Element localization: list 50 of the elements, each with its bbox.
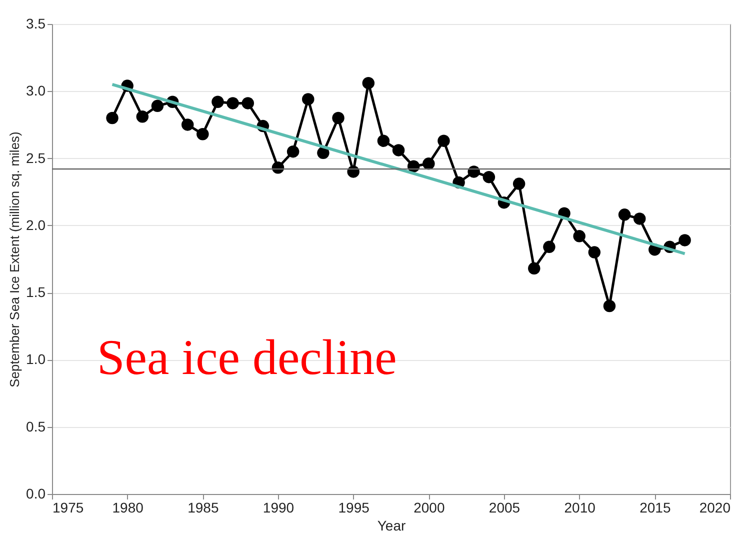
y-tick-label: 3.5 bbox=[26, 16, 46, 32]
x-tick-label: 2015 bbox=[640, 500, 671, 516]
point bbox=[136, 110, 149, 123]
x-axis-title: Year bbox=[377, 518, 406, 534]
point bbox=[528, 262, 540, 275]
point bbox=[302, 93, 314, 106]
y-tick-label: 2.5 bbox=[26, 150, 46, 166]
point bbox=[332, 112, 344, 124]
point bbox=[347, 166, 360, 178]
point bbox=[438, 134, 450, 147]
y-tick-label: 3.0 bbox=[26, 82, 46, 99]
point bbox=[151, 100, 164, 112]
x-tick-label: 1990 bbox=[262, 500, 294, 516]
point bbox=[633, 212, 646, 225]
point bbox=[377, 134, 390, 147]
y-tick-label: 1.0 bbox=[26, 351, 46, 368]
point bbox=[573, 230, 586, 242]
point bbox=[392, 144, 405, 156]
x-tick-label: 2020 bbox=[699, 500, 731, 516]
point bbox=[226, 97, 239, 110]
point bbox=[212, 96, 224, 108]
point bbox=[362, 76, 375, 90]
x-tick-label: 1985 bbox=[188, 500, 219, 516]
y-tick-label: 2.0 bbox=[26, 216, 46, 233]
point bbox=[468, 166, 480, 178]
y-tick-label: 0.5 bbox=[26, 418, 46, 434]
annotation: Sea ice decline bbox=[97, 329, 397, 385]
point bbox=[422, 158, 435, 170]
point bbox=[196, 128, 209, 140]
point bbox=[242, 97, 254, 110]
point bbox=[543, 240, 556, 254]
point bbox=[678, 234, 691, 246]
point bbox=[618, 208, 631, 221]
point bbox=[106, 112, 118, 124]
x-tick-label: 2010 bbox=[564, 500, 596, 516]
x-tick-label: 2005 bbox=[488, 500, 520, 516]
y-tick-label: 1.5 bbox=[26, 284, 46, 300]
x-tick-label: 1975 bbox=[52, 500, 84, 516]
x-tick-label: 1980 bbox=[112, 500, 144, 516]
y-tick-label: 0.0 bbox=[26, 486, 46, 502]
point bbox=[603, 300, 616, 312]
x-tick-label: 2000 bbox=[414, 500, 445, 516]
y-axis-title: September Sea Ice Extent (million sq. miles) bbox=[7, 132, 22, 388]
point bbox=[181, 118, 194, 131]
point bbox=[317, 146, 330, 160]
point bbox=[482, 170, 496, 184]
point bbox=[286, 145, 300, 158]
point bbox=[512, 178, 526, 190]
point bbox=[588, 246, 601, 258]
x-tick-label: 1995 bbox=[338, 500, 370, 516]
